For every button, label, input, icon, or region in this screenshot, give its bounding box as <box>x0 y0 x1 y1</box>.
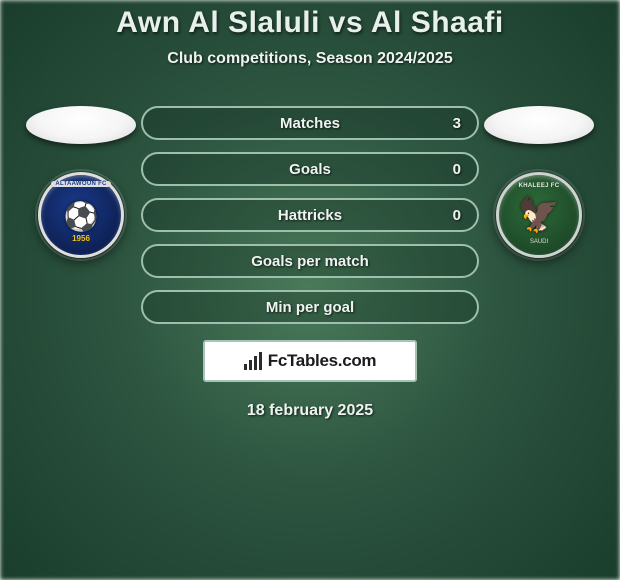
right-oval-placeholder <box>484 106 594 144</box>
stat-row-hattricks: Hattricks 0 <box>141 198 479 232</box>
main-row: ALTAAWOUN FC ⚽ 1956 Matches 3 Goals 0 Ha… <box>0 106 620 324</box>
stat-value-right: 0 <box>453 207 461 224</box>
stat-value-right: 0 <box>453 161 461 178</box>
left-side: ALTAAWOUN FC ⚽ 1956 <box>21 106 141 258</box>
stat-label: Goals per match <box>251 253 369 270</box>
left-oval-placeholder <box>26 106 136 144</box>
left-club-name: ALTAAWOUN FC <box>51 181 110 187</box>
logo-text: FcTables.com <box>268 351 377 371</box>
left-club-year: 1956 <box>72 234 90 243</box>
stat-row-goals: Goals 0 <box>141 152 479 186</box>
subtitle: Club competitions, Season 2024/2025 <box>167 50 452 68</box>
stat-value-right: 3 <box>453 115 461 132</box>
ball-icon: ⚽ <box>64 200 99 233</box>
bars-icon <box>244 352 262 370</box>
stat-label: Min per goal <box>266 299 354 316</box>
stat-label: Matches <box>280 115 340 132</box>
stat-row-goals-per-match: Goals per match <box>141 244 479 278</box>
right-club-name: KHALEEJ FC <box>519 183 560 189</box>
right-club-sub: SAUDI <box>530 239 548 245</box>
eagle-icon: 🦅 <box>518 195 560 235</box>
stat-label: Hattricks <box>278 207 342 224</box>
date-text: 18 february 2025 <box>247 402 373 420</box>
stat-row-min-per-goal: Min per goal <box>141 290 479 324</box>
stat-row-matches: Matches 3 <box>141 106 479 140</box>
comparison-card: Awn Al Slaluli vs Al Shaafi Club competi… <box>0 0 620 580</box>
left-club-badge: ALTAAWOUN FC ⚽ 1956 <box>38 172 124 258</box>
right-club-badge: KHALEEJ FC 🦅 SAUDI <box>496 172 582 258</box>
fctables-logo: FcTables.com <box>203 340 417 382</box>
right-side: KHALEEJ FC 🦅 SAUDI <box>479 106 599 258</box>
stat-label: Goals <box>289 161 331 178</box>
page-title: Awn Al Slaluli vs Al Shaafi <box>116 6 504 40</box>
stats-column: Matches 3 Goals 0 Hattricks 0 Goals per … <box>141 106 479 324</box>
